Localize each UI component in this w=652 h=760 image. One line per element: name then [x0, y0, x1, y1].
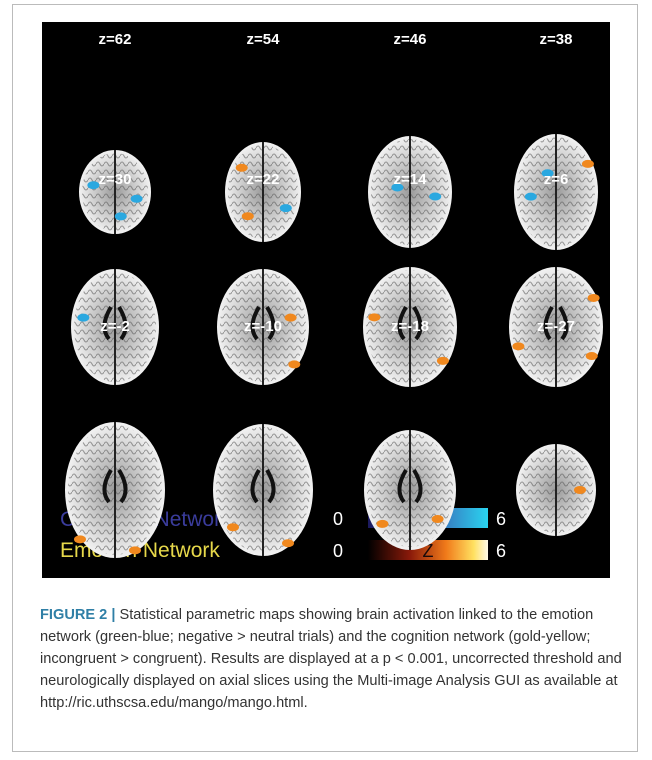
colorbar-max: 6	[496, 509, 506, 529]
cognition-activation	[429, 192, 442, 201]
slice-label: z=14	[394, 171, 428, 188]
brain-slice	[363, 267, 457, 387]
cognition-activation	[391, 183, 404, 192]
ventricles	[102, 305, 128, 341]
slice-label: z=38	[540, 31, 573, 48]
emotion-activation	[284, 313, 297, 322]
emotion-activation	[512, 342, 525, 351]
emotion-activation	[587, 293, 600, 302]
colorbar-axis: Z	[423, 541, 434, 561]
emotion-activation	[436, 356, 449, 365]
slice-label: z=-18	[391, 318, 429, 335]
ventricles	[102, 468, 128, 504]
emotion-activation	[235, 163, 248, 172]
ventricles	[250, 468, 276, 504]
emotion-activation	[282, 539, 294, 548]
cognition-activation	[77, 313, 90, 322]
slice-label: z=30	[99, 171, 132, 188]
emotion-activation	[227, 523, 239, 532]
ventricles	[250, 305, 276, 341]
ventricles	[543, 305, 569, 341]
caption: FIGURE 2 | Statistical parametric maps s…	[40, 604, 625, 714]
caption-text: Statistical parametric maps showing brai…	[40, 607, 622, 711]
brain-slice	[71, 269, 159, 385]
emotion-activation	[368, 313, 381, 322]
emotion-activation	[376, 519, 389, 528]
cognition-activation	[279, 204, 292, 213]
colorbar-min: 0	[333, 541, 343, 561]
brain-slice	[79, 150, 151, 234]
colorbar-min: 0	[333, 509, 343, 529]
slice-label: z=62	[99, 31, 132, 48]
slice-label: z=-10	[244, 318, 282, 335]
ventricles	[397, 468, 423, 504]
emotion-activation	[431, 515, 444, 524]
colorbar-max: 6	[496, 541, 506, 561]
brain-slice	[516, 444, 596, 536]
brain-slice	[217, 269, 309, 385]
figure-panel: Cognition Network Emotion Network 0 Z 6 …	[42, 22, 610, 578]
cognition-activation	[524, 192, 537, 201]
emotion-activation	[288, 360, 301, 369]
slice-label: z=6	[544, 171, 569, 188]
cognition-activation	[87, 181, 100, 190]
emotion-activation	[129, 546, 141, 555]
emotion-activation	[241, 212, 254, 221]
cognition-activation	[541, 169, 554, 178]
emotion-activation	[581, 159, 594, 168]
slice-label: z=46	[394, 31, 427, 48]
brain-slice	[514, 134, 598, 250]
emotion-activation	[585, 352, 598, 361]
brain-slice	[509, 267, 603, 387]
cognition-activation	[130, 194, 143, 203]
slice-label: z=54	[247, 31, 281, 48]
ventricles	[397, 305, 423, 341]
figure-frame	[12, 4, 638, 752]
cognition-activation	[114, 212, 127, 221]
emotion-activation	[574, 486, 586, 494]
slice-label: z=-27	[537, 318, 575, 335]
brain-slice	[225, 142, 301, 242]
slice-label: z=22	[247, 171, 280, 188]
slice-label: z=-2	[100, 318, 130, 335]
caption-label: FIGURE 2 |	[40, 607, 116, 623]
brain-slice	[213, 424, 313, 556]
brain-slice	[364, 430, 456, 550]
brain-slice	[368, 136, 452, 248]
emotion-activation	[74, 535, 86, 544]
brain-slice	[65, 422, 165, 558]
